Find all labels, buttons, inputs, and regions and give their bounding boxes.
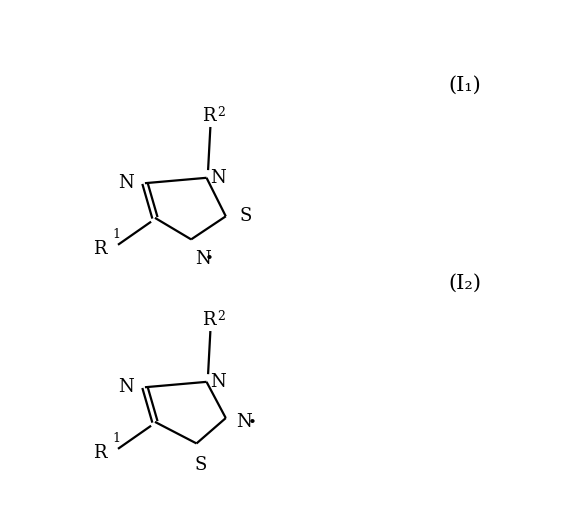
Text: N: N xyxy=(236,413,252,431)
Text: (I₂): (I₂) xyxy=(448,274,481,293)
Text: 2: 2 xyxy=(217,310,225,323)
Text: N: N xyxy=(195,250,211,268)
Text: 1: 1 xyxy=(113,228,120,241)
Text: R: R xyxy=(93,239,106,257)
Text: N: N xyxy=(118,378,134,396)
Text: R: R xyxy=(202,107,216,126)
Text: •: • xyxy=(247,415,256,430)
Text: R: R xyxy=(202,312,216,329)
Text: 2: 2 xyxy=(217,106,225,119)
Text: (I₁): (I₁) xyxy=(448,76,481,95)
Text: N: N xyxy=(118,174,134,192)
Text: •: • xyxy=(205,252,214,265)
Text: N: N xyxy=(211,373,226,391)
Text: R: R xyxy=(93,444,106,462)
Text: 1: 1 xyxy=(113,432,120,445)
Text: N: N xyxy=(211,169,226,187)
Text: S: S xyxy=(240,207,252,225)
Text: S: S xyxy=(194,456,207,474)
